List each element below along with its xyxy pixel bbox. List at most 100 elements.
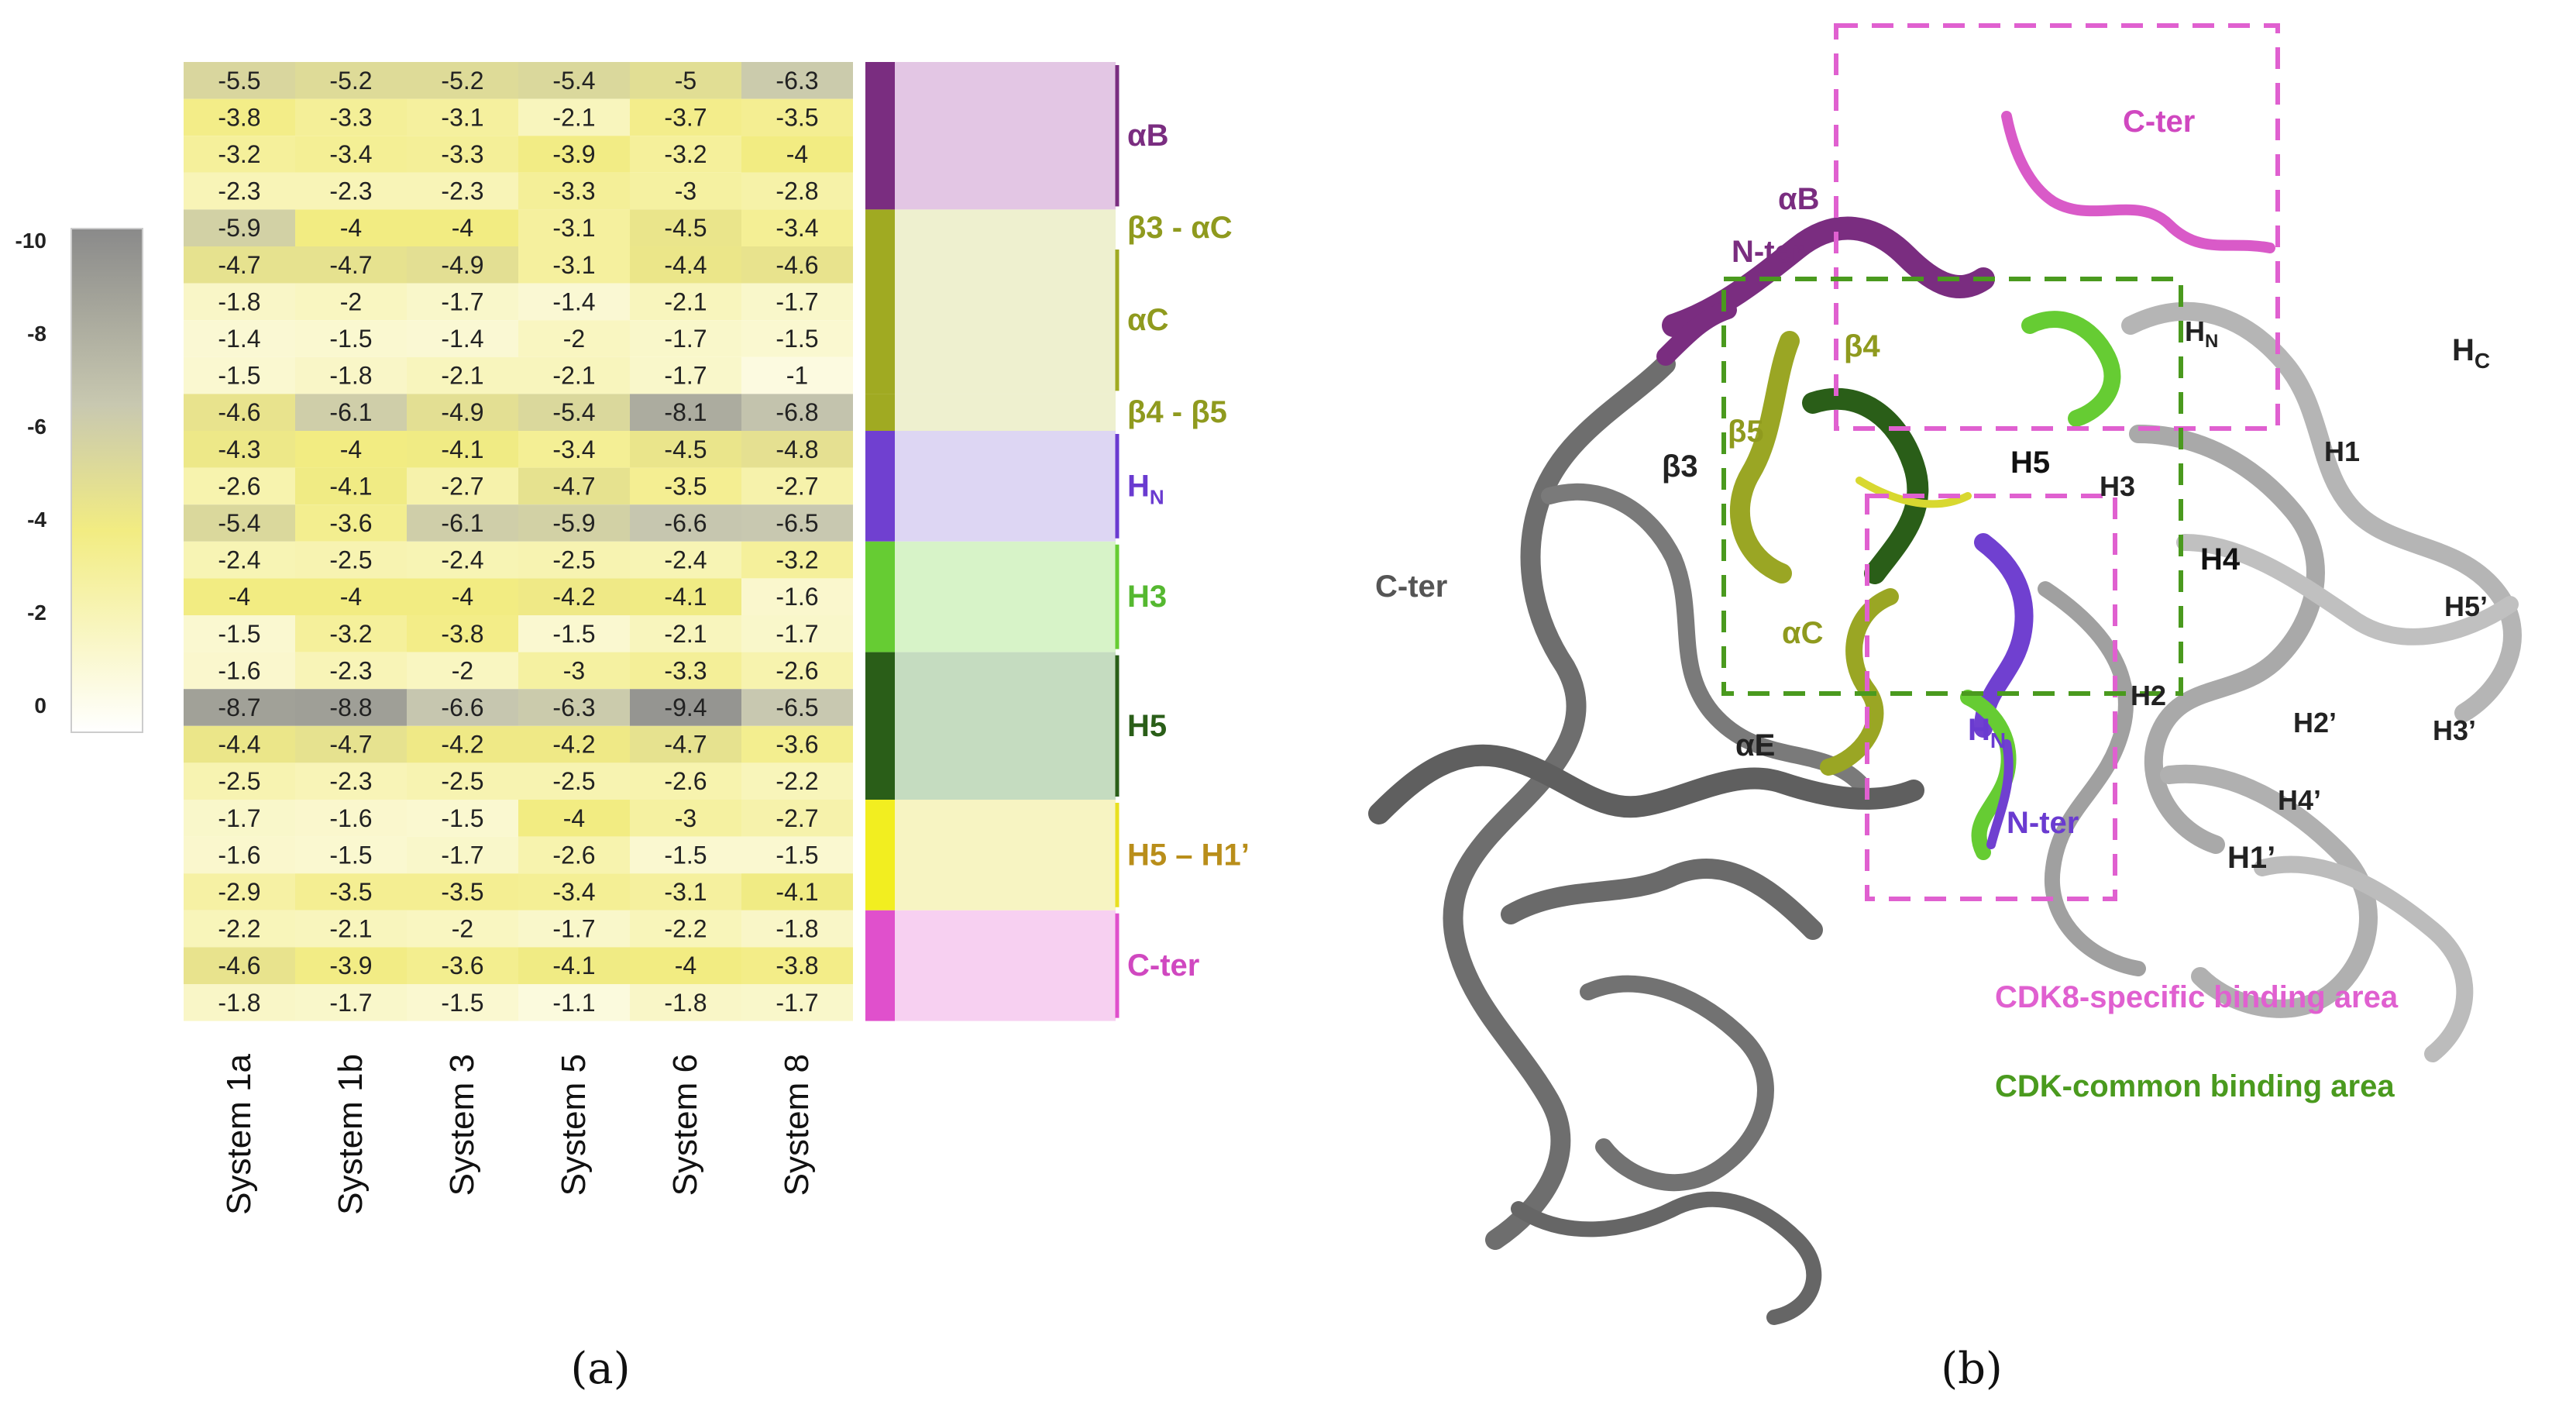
heatmap-cell [184,725,295,763]
heatmap-cell-value: -2.7 [776,472,818,500]
heatmap-cell-value: -3.3 [441,140,483,168]
scale-tick-label: -8 [27,322,46,346]
heatmap-cell [630,873,741,910]
heatmap-cell-value: -2.6 [552,841,595,869]
heatmap-cell-value: -6.5 [776,694,818,721]
heatmap-cell-value: -1.6 [218,841,260,869]
heatmap-cell [518,800,630,837]
heatmap-cell [518,172,630,210]
panel-b-label: (b) [1941,1344,2003,1394]
label-alpha-e: αE [1735,728,1775,762]
system-label: System 3 [443,1054,481,1196]
system-label: System 5 [555,1054,593,1196]
heatmap-cell-value: -1.7 [552,915,595,943]
label-h3-prime: H3’ [2433,714,2476,746]
label-beta4: β4 [1844,329,1880,363]
heatmap-cell [295,504,407,542]
heatmap-cell [184,246,295,284]
heatmap-cell [518,615,630,652]
heatmap-cell [741,356,853,394]
heatmap-cell [184,62,295,99]
group-color-bar [865,394,895,431]
heatmap-cell [407,652,518,690]
heatmap-cell [407,246,518,284]
heatmap-cell-value: -4.1 [552,952,595,979]
heatmap-cell [184,947,295,984]
heatmap-cell-value: -3.6 [329,509,372,537]
heatmap-cell [630,98,741,136]
cdk8-specific-box-bottom [1865,494,2117,901]
heatmap-cell [295,98,407,136]
panel-b-structure: C-ter αB N-ter HN HC H1 β4 β5 H5 H3 β3 H… [1368,23,2522,1394]
heatmap-cell [630,725,741,763]
heatmap-cell [184,356,295,394]
heatmap-cell [407,984,518,1021]
group-label: HN [1127,469,1164,508]
heatmap-cell [518,356,630,394]
heatmap-cell-value: -4 [229,583,250,611]
legend-cdk8-specific: CDK8-specific binding area [1995,980,2399,1014]
heatmap-cell-value: -3.2 [218,140,260,168]
heatmap-cell-value: -2.2 [776,767,818,795]
group-label: H5 – H1’ [1127,838,1250,872]
heatmap-cell-value: -3.4 [552,878,595,906]
group-label: β3 - αC [1127,211,1233,245]
scale-tick-label: -2 [27,601,46,625]
heatmap-cell [184,431,295,468]
scale-tick-label: -6 [27,415,46,439]
heatmap-cell-value: -4.6 [218,398,260,426]
heatmap-cell-value: -5.4 [552,67,595,95]
heatmap-cell [741,541,853,579]
heatmap-cell-value: -4.5 [664,435,707,463]
system-label: System 1a [220,1053,258,1214]
heatmap-cell-value: -5.9 [218,214,260,242]
heatmap-cell [184,98,295,136]
group-label: H3 [1127,580,1167,614]
heatmap-cell [407,762,518,800]
heatmap-cell [407,947,518,984]
heatmap-cell [630,836,741,874]
heatmap-cell-value: -1.7 [218,804,260,832]
group-background [895,800,1116,910]
heatmap-cell-value: -1.7 [776,287,818,315]
heatmap-cell-value: -2.5 [552,767,595,795]
heatmap-cell [741,947,853,984]
label-hn-bottom: HN [1968,713,2006,752]
heatmap-cell [295,873,407,910]
heatmap-cell-value: -2.6 [664,767,707,795]
heatmap-cell-value: -2 [452,656,473,684]
heatmap-cell-value: -4.2 [441,731,483,759]
heatmap-cell-value: -6.1 [329,398,372,426]
heatmap-cell [741,431,853,468]
heatmap-cell [741,98,853,136]
heatmap-cell-value: -3.4 [329,140,372,168]
label-hc: HC [2452,333,2490,373]
heatmap-cell-value: -3.2 [329,620,372,648]
heatmap-cell [295,246,407,284]
heatmap-cell-value: -4.1 [776,878,818,906]
heatmap-cell-value: -8.7 [218,694,260,721]
heatmap-cell-value: -1.7 [664,325,707,353]
heatmap-cell [184,504,295,542]
label-alpha-b: αB [1778,182,1819,216]
heatmap-cell-value: -4 [452,583,473,611]
heatmap-cell [184,689,295,726]
heatmap-cell-value: -5.2 [441,67,483,95]
heatmap-cell-value: -1.7 [441,841,483,869]
label-beta5: β5 [1728,415,1764,449]
heatmap-cell-value: -4 [786,140,808,168]
heatmap-cell-value: -3.7 [664,103,707,131]
heatmap-cell [184,910,295,948]
heatmap-cell [184,283,295,321]
heatmap-cell [630,431,741,468]
heatmap-cell [407,283,518,321]
heatmap-cell [630,394,741,431]
heatmap-cell [518,467,630,505]
heatmap-cell [184,836,295,874]
heatmap-cell [184,172,295,210]
heatmap-cell [295,689,407,726]
heatmap-cell-value: -1.5 [776,841,818,869]
heatmap-cell [295,947,407,984]
heatmap-cell-value: -2.5 [441,767,483,795]
heatmap-cell [741,873,853,910]
